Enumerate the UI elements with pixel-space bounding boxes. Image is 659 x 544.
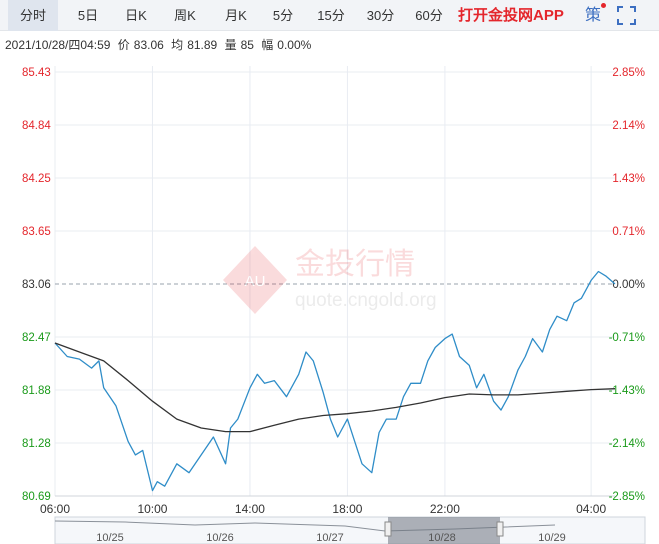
notification-dot (601, 3, 606, 8)
navigator-handle-right (496, 521, 504, 537)
pct-tick-label: 2.14% (612, 120, 645, 132)
x-tick-label: 04:00 (576, 502, 606, 516)
change-value: 0.00% (277, 38, 312, 52)
pct-tick-label: -2.14% (609, 438, 645, 450)
tab-1[interactable]: 5日 (77, 8, 99, 23)
navigator-selection (388, 517, 500, 544)
y-tick-label: 84.84 (22, 120, 51, 132)
price-line (54, 270, 616, 492)
change-label: 幅 (261, 38, 274, 52)
period-tab-bar: 分时 5日 日K 周K 月K 5分 15分 30分 60分 打开金投网APP 策 (0, 0, 659, 31)
quote-info-line: 2021/10/28/四04:59 价 83.06 均 81.89 量 85 幅 0.0… (5, 37, 315, 53)
x-tick-label: 10:00 (137, 502, 167, 516)
y-tick-label: 83.65 (22, 226, 51, 238)
y-tick-label: 84.25 (22, 173, 51, 185)
open-app-link[interactable]: 打开金投网APP (458, 7, 564, 24)
avg-value: 81.89 (187, 38, 218, 52)
navigator-date-label: 10/27 (316, 532, 344, 544)
tab-6[interactable]: 15分 (317, 8, 345, 23)
y-tick-label: 81.88 (22, 385, 51, 397)
navigator-date-label: 10/29 (538, 532, 566, 544)
y-tick-label: 83.06 (22, 279, 51, 291)
tab-2[interactable]: 日K (125, 8, 147, 23)
navigator-handle-left (384, 521, 392, 537)
y-tick-label: 80.69 (22, 491, 51, 503)
volume-label: 量 (224, 38, 237, 52)
tab-7[interactable]: 30分 (366, 8, 395, 23)
tab-5[interactable]: 5分 (272, 8, 294, 23)
tab-0[interactable]: 分时 (8, 0, 58, 31)
pct-tick-label: -0.71% (609, 332, 645, 344)
quote-datetime: 2021/10/28/四04:59 (5, 38, 111, 52)
fullscreen-icon[interactable] (617, 6, 636, 25)
x-tick-label: 14:00 (235, 502, 265, 516)
average-line (54, 342, 616, 433)
navigator-date-label: 10/25 (96, 532, 124, 544)
tab-3[interactable]: 周K (174, 8, 196, 23)
tab-8[interactable]: 60分 (415, 8, 443, 23)
intraday-chart[interactable]: 85.43 2.85% 84.84 2.14% 84.25 1.43% 83.65 0.71%… (0, 58, 659, 544)
price-label: 价 (117, 38, 130, 52)
navigator-date-label: 10/26 (206, 532, 234, 544)
y-tick-label: 82.47 (22, 332, 51, 344)
pct-tick-label: 0.00% (612, 279, 645, 291)
strategy-button[interactable]: 策 (585, 7, 602, 24)
pct-tick-label: 0.71% (612, 226, 645, 238)
y-tick-label: 81.28 (22, 438, 51, 450)
avg-label: 均 (171, 38, 184, 52)
pct-tick-label: -2.85% (609, 491, 645, 503)
price-value: 83.06 (133, 38, 164, 52)
volume-value: 85 (240, 38, 254, 52)
navigator-background (54, 516, 646, 544)
navigator-date-label: 10/28 (428, 532, 456, 544)
x-tick-label: 06:00 (40, 502, 70, 516)
tab-4[interactable]: 月K (225, 8, 247, 23)
x-tick-label: 18:00 (332, 502, 362, 516)
pct-tick-label: -1.43% (609, 385, 645, 397)
y-tick-label: 85.43 (22, 67, 51, 79)
pct-tick-label: 1.43% (612, 173, 645, 185)
pct-tick-label: 2.85% (612, 67, 645, 79)
x-tick-label: 22:00 (430, 502, 460, 516)
